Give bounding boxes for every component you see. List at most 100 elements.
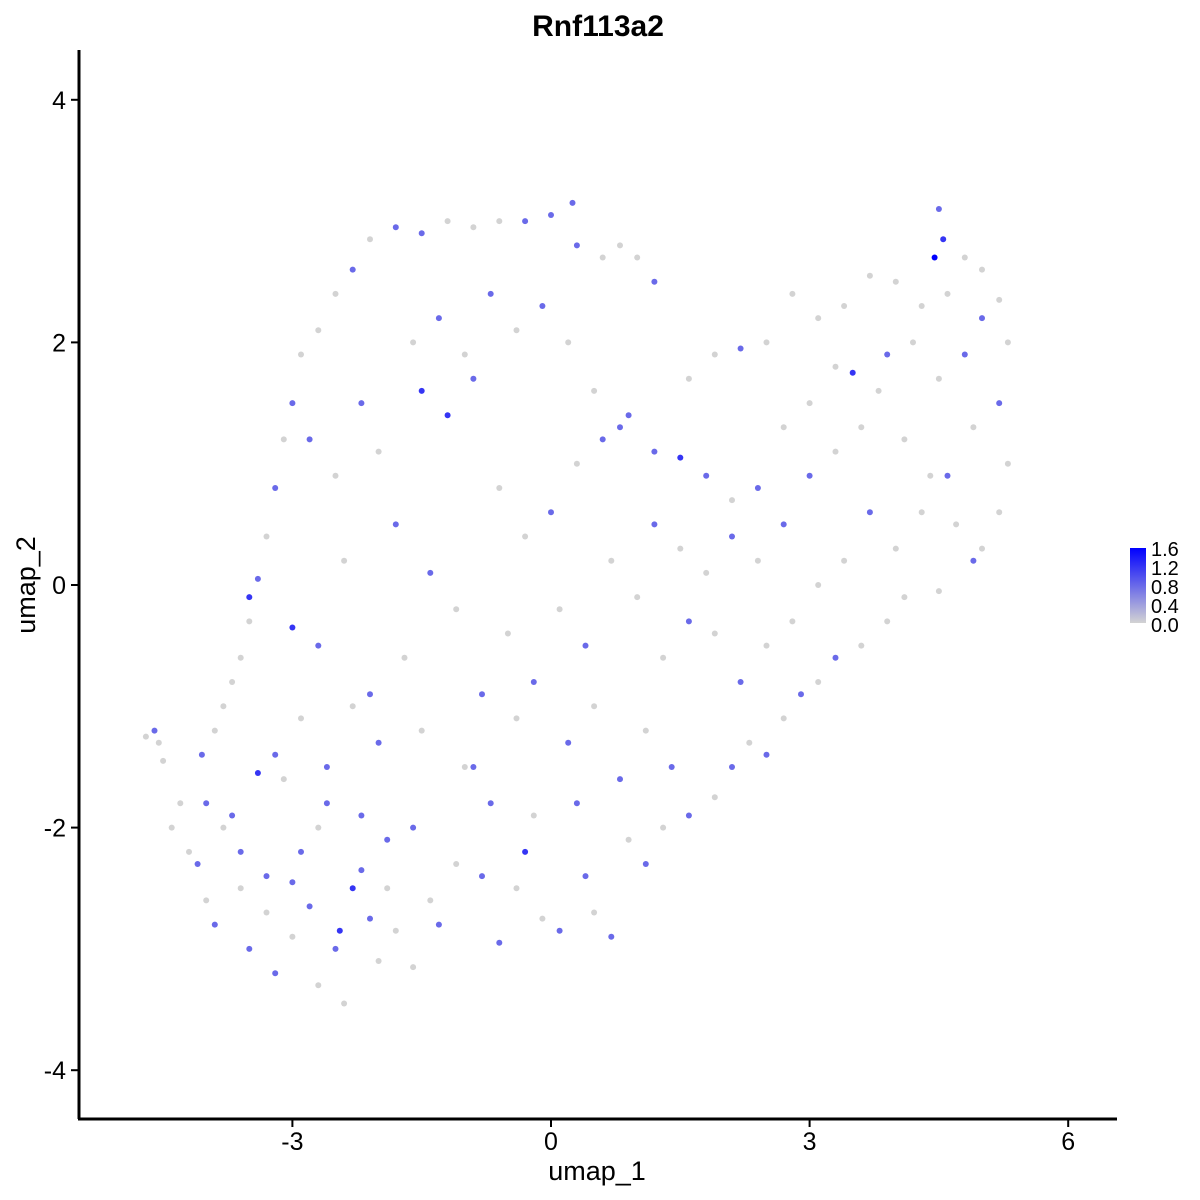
scatter-point xyxy=(918,509,925,516)
scatter-point xyxy=(841,557,848,564)
scatter-point xyxy=(427,897,434,904)
scatter-point xyxy=(961,351,968,358)
scatter-point xyxy=(677,454,684,461)
scatter-point xyxy=(539,915,546,922)
scatter-point xyxy=(548,509,554,516)
scatter-point xyxy=(461,764,468,770)
colorbar xyxy=(1130,548,1146,623)
scatter-point xyxy=(375,448,382,455)
scatter-point xyxy=(298,715,304,722)
scatter-point xyxy=(711,630,718,637)
scatter-point xyxy=(435,921,442,928)
scatter-point xyxy=(866,509,873,516)
scatter-point xyxy=(349,703,356,710)
y-tick-label: 2 xyxy=(52,329,66,357)
scatter-point xyxy=(410,339,417,346)
scatter-point xyxy=(155,739,162,746)
scatter-point xyxy=(970,424,977,431)
scatter-point xyxy=(565,739,572,746)
scatter-point xyxy=(418,387,425,394)
scatter-point xyxy=(608,933,615,940)
scatter-point xyxy=(901,436,908,443)
scatter-point xyxy=(211,921,218,928)
scatter-point xyxy=(289,933,296,940)
scatter-point xyxy=(315,327,322,334)
scatter-point xyxy=(884,351,891,358)
scatter-point xyxy=(729,764,735,770)
scatter-point xyxy=(323,800,330,807)
scatter-point xyxy=(711,794,718,801)
scatter-point xyxy=(410,824,417,831)
scatter-point xyxy=(832,448,839,455)
scatter-point xyxy=(660,824,667,831)
legend-label: 0.0 xyxy=(1151,615,1179,637)
scatter-point xyxy=(1004,460,1011,467)
x-axis-label: umap_1 xyxy=(548,1156,646,1186)
scatter-point xyxy=(263,533,270,540)
scatter-point xyxy=(254,575,261,582)
scatter-point xyxy=(272,751,279,758)
scatter-point xyxy=(591,703,598,710)
scatter-point xyxy=(918,303,925,309)
scatter-point xyxy=(617,424,623,431)
scatter-point xyxy=(298,848,304,855)
scatter-point xyxy=(375,958,382,964)
scatter-point xyxy=(453,861,460,867)
scatter-point xyxy=(591,909,598,916)
scatter-point xyxy=(806,472,813,479)
scatter-point xyxy=(754,485,761,491)
scatter-point xyxy=(1004,339,1011,346)
scatter-point xyxy=(315,642,322,649)
scatter-point xyxy=(246,594,253,601)
scatter-point xyxy=(358,867,365,874)
scatter-point xyxy=(418,727,425,734)
y-axis-ticks: -4 -2 0 2 4 xyxy=(44,87,79,1085)
x-tick-label: 3 xyxy=(803,1128,817,1156)
scatter-point xyxy=(875,387,882,394)
scatter-point xyxy=(522,218,529,225)
scatter-point xyxy=(289,400,296,407)
scatter-point xyxy=(177,800,184,807)
scatter-point xyxy=(660,654,667,661)
scatter-point xyxy=(513,715,520,722)
scatter-point xyxy=(332,290,339,297)
x-tick-label: 6 xyxy=(1061,1128,1075,1156)
scatter-point xyxy=(944,290,951,297)
scatter-point xyxy=(336,927,343,934)
scatter-point xyxy=(608,557,615,564)
scatter-point xyxy=(703,472,710,479)
scatter-point xyxy=(931,254,938,261)
scatter-point xyxy=(289,879,296,886)
scatter-point xyxy=(332,945,339,952)
scatter-point xyxy=(970,557,977,564)
scatter-point xyxy=(384,885,391,892)
x-tick-label: 0 xyxy=(544,1128,558,1156)
scatter-point xyxy=(211,727,218,734)
scatter-point xyxy=(263,873,270,880)
scatter-point xyxy=(263,909,270,916)
scatter-point xyxy=(685,375,692,382)
scatter-point xyxy=(504,630,511,637)
scatter-point xyxy=(470,375,477,382)
legend-label: 1.2 xyxy=(1151,558,1179,580)
scatter-point xyxy=(522,533,529,540)
scatter-point xyxy=(358,812,365,819)
scatter-point xyxy=(246,945,253,952)
scatter-point xyxy=(220,824,227,831)
scatter-point xyxy=(487,290,494,297)
scatter-point xyxy=(573,242,580,249)
legend-label: 1.6 xyxy=(1151,539,1179,561)
scatter-point xyxy=(729,497,735,504)
scatter-point xyxy=(194,861,201,867)
scatter-point xyxy=(367,915,373,922)
scatter-point xyxy=(866,272,873,279)
scatter-point xyxy=(530,679,537,685)
x-tick-label: -3 xyxy=(281,1128,303,1156)
scatter-point xyxy=(272,485,279,491)
scatter-point xyxy=(556,927,563,934)
scatter-point xyxy=(815,679,822,685)
scatter-point xyxy=(892,545,899,552)
y-tick-label: 0 xyxy=(52,572,66,600)
scatter-point xyxy=(892,278,899,285)
